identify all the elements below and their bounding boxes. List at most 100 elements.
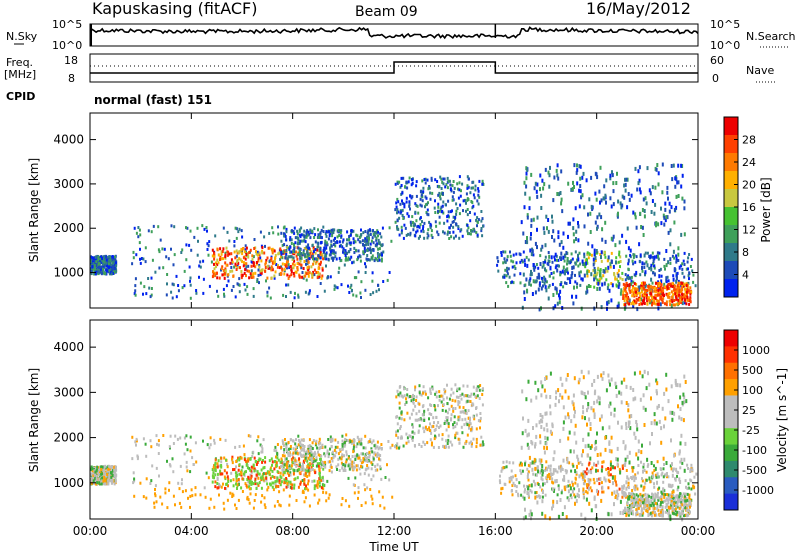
rti-point	[329, 447, 331, 451]
rti-point	[285, 449, 288, 453]
rti-point	[471, 442, 473, 446]
rti-point	[408, 202, 411, 206]
rti-point	[328, 452, 330, 456]
rti-point	[612, 181, 615, 186]
rti-point	[173, 225, 176, 229]
rti-point	[281, 267, 284, 271]
rti-point	[280, 480, 283, 484]
rti-point	[288, 451, 291, 455]
rti-point	[211, 275, 214, 279]
rti-point	[318, 274, 321, 278]
rti-point	[437, 446, 440, 449]
rti-point	[639, 190, 642, 195]
rti-point	[242, 256, 245, 260]
rti-point	[685, 399, 688, 404]
rti-point	[635, 290, 637, 294]
rti-point	[622, 294, 625, 298]
rti-point	[501, 466, 504, 470]
rti-point	[376, 468, 379, 472]
rti-point	[598, 212, 601, 217]
rti-point	[544, 260, 546, 264]
rti-point	[338, 456, 341, 460]
rti-point	[258, 457, 261, 461]
rti-point	[674, 294, 677, 298]
rti-point	[649, 191, 652, 196]
rti-point	[296, 451, 299, 455]
rti-point	[346, 238, 348, 242]
rti-point	[549, 474, 552, 478]
rti-point	[268, 231, 271, 235]
rti-point	[530, 272, 533, 276]
rti-point	[202, 291, 205, 295]
rti-point	[446, 396, 448, 400]
rti-point	[653, 469, 656, 473]
rti-point	[659, 281, 661, 285]
rti-point	[155, 466, 158, 470]
rti-point	[289, 445, 292, 448]
rti-point	[630, 302, 633, 306]
rti-point	[412, 401, 415, 405]
freq-tick-bottom: 8	[68, 72, 75, 85]
rti-point	[320, 454, 323, 458]
rti-point	[286, 482, 289, 485]
rti-point	[648, 382, 651, 387]
rti-point	[341, 466, 344, 470]
rti-point	[537, 483, 540, 486]
rti-point	[296, 262, 299, 265]
rti-point	[193, 235, 196, 239]
rti-point	[687, 298, 690, 302]
rti-point	[583, 252, 586, 256]
rti-point	[198, 275, 200, 279]
rti-point	[458, 212, 461, 216]
rti-point	[481, 182, 484, 186]
rti-point	[526, 240, 529, 245]
rti-point	[586, 467, 588, 471]
rti-point	[201, 224, 204, 228]
rti-point	[595, 197, 598, 202]
rti-point	[466, 184, 469, 188]
rti-point	[632, 210, 635, 215]
rti-point	[656, 391, 658, 396]
rti-point	[656, 293, 659, 297]
rti-point	[348, 504, 351, 508]
rti-point	[432, 424, 435, 428]
rti-point	[649, 291, 652, 295]
nave-tick-bottom: 0	[712, 72, 719, 85]
rti-point	[612, 189, 615, 194]
rti-point	[280, 464, 283, 468]
rti-point	[665, 276, 668, 281]
rti-point	[189, 470, 192, 474]
rti-point	[680, 232, 683, 237]
rti-point	[541, 419, 544, 424]
rti-point	[506, 272, 509, 276]
rti-point	[556, 301, 559, 306]
rti-point	[608, 288, 611, 293]
rti-point	[525, 397, 528, 402]
rti-point	[438, 209, 441, 213]
rti-point	[290, 255, 293, 259]
rti-point	[278, 481, 281, 485]
rti-point	[400, 192, 403, 196]
rti-point	[505, 281, 508, 285]
rti-point	[684, 479, 687, 483]
rti-point	[585, 261, 587, 266]
rti-point	[559, 191, 562, 195]
rti-point	[234, 503, 236, 507]
rti-point	[461, 234, 464, 238]
rti-point	[269, 476, 272, 480]
rti-point	[527, 258, 530, 262]
rti-point	[254, 246, 257, 250]
rti-point	[627, 276, 630, 281]
rti-point	[521, 431, 524, 436]
rti-point	[168, 481, 171, 485]
rti-point	[212, 270, 214, 274]
rti-point	[109, 255, 111, 259]
rti-point	[677, 281, 680, 285]
rti-point	[235, 460, 238, 463]
rti-point	[513, 273, 516, 277]
rti-point	[322, 249, 325, 253]
rti-point	[341, 455, 344, 459]
rti-point	[220, 464, 223, 467]
rti-point	[401, 201, 404, 205]
rti-point	[312, 439, 315, 443]
